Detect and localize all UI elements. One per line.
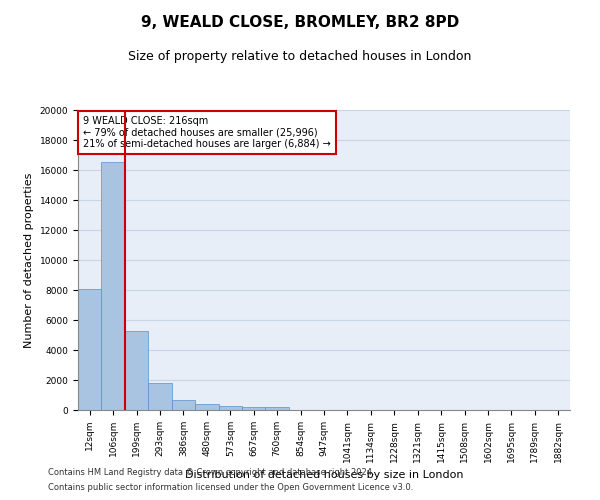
Bar bbox=[172, 400, 195, 410]
Text: Size of property relative to detached houses in London: Size of property relative to detached ho… bbox=[128, 50, 472, 63]
Y-axis label: Number of detached properties: Number of detached properties bbox=[24, 172, 34, 348]
X-axis label: Distribution of detached houses by size in London: Distribution of detached houses by size … bbox=[185, 470, 463, 480]
Bar bbox=[148, 383, 172, 410]
Bar bbox=[125, 330, 148, 410]
Bar bbox=[195, 404, 218, 410]
Text: 9, WEALD CLOSE, BROMLEY, BR2 8PD: 9, WEALD CLOSE, BROMLEY, BR2 8PD bbox=[141, 15, 459, 30]
Bar bbox=[218, 406, 242, 410]
Text: Contains public sector information licensed under the Open Government Licence v3: Contains public sector information licen… bbox=[48, 483, 413, 492]
Bar bbox=[242, 407, 265, 410]
Bar bbox=[265, 408, 289, 410]
Bar bbox=[78, 288, 101, 410]
Bar bbox=[101, 162, 125, 410]
Text: 9 WEALD CLOSE: 216sqm
← 79% of detached houses are smaller (25,996)
21% of semi-: 9 WEALD CLOSE: 216sqm ← 79% of detached … bbox=[83, 116, 331, 149]
Text: Contains HM Land Registry data © Crown copyright and database right 2024.: Contains HM Land Registry data © Crown c… bbox=[48, 468, 374, 477]
